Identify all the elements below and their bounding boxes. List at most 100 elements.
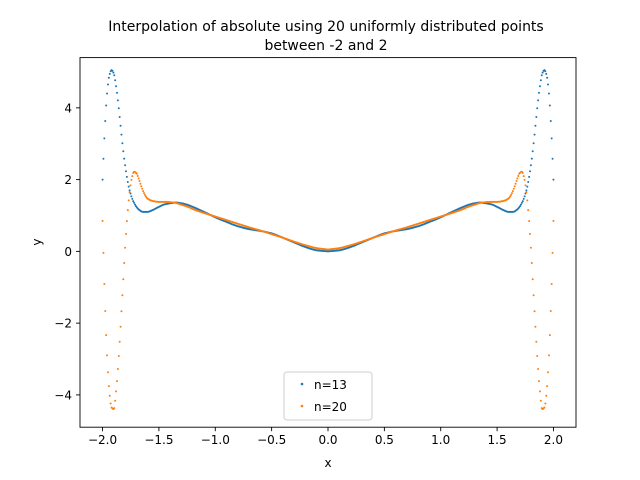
data-point — [121, 142, 124, 145]
data-point — [114, 399, 117, 402]
data-point — [548, 334, 551, 337]
data-point — [516, 177, 519, 180]
data-point — [538, 380, 541, 383]
data-point — [104, 120, 107, 123]
data-point — [125, 220, 128, 223]
data-point — [535, 340, 538, 343]
data-point — [522, 175, 525, 178]
data-point — [532, 294, 535, 297]
x-tick-label: 2.0 — [544, 433, 563, 447]
data-point — [513, 185, 516, 188]
data-point — [124, 246, 127, 249]
data-point — [123, 262, 126, 264]
data-point — [552, 219, 555, 222]
x-tick-label: 0.5 — [375, 433, 394, 447]
chart-title-line1: Interpolation of absolute using 20 unifo… — [108, 19, 543, 35]
data-point — [141, 187, 144, 190]
data-point — [119, 124, 122, 127]
data-point — [126, 209, 129, 212]
data-point — [115, 91, 118, 94]
data-point — [527, 209, 530, 212]
data-point — [520, 201, 523, 204]
data-point — [127, 185, 130, 188]
data-point — [524, 184, 527, 187]
data-point — [116, 99, 119, 102]
data-point — [143, 193, 146, 196]
data-point — [529, 170, 532, 173]
data-point — [122, 278, 125, 281]
data-point — [510, 193, 513, 196]
data-point — [130, 178, 133, 181]
series-n20 — [101, 170, 555, 411]
data-point — [533, 133, 536, 136]
data-point — [125, 175, 128, 178]
x-tick-label: −1.0 — [201, 433, 230, 447]
data-point — [537, 367, 540, 370]
data-point — [550, 137, 553, 140]
data-point — [549, 120, 552, 123]
data-point — [118, 340, 121, 343]
data-point — [549, 310, 552, 312]
x-tick-label: 1.0 — [431, 433, 450, 447]
data-point — [546, 76, 549, 79]
data-point — [122, 150, 125, 153]
data-point — [113, 74, 116, 77]
data-point — [523, 195, 526, 198]
data-point — [550, 283, 553, 286]
data-point — [139, 182, 142, 185]
data-point — [115, 85, 118, 88]
data-point — [533, 310, 536, 313]
data-point — [536, 107, 539, 110]
data-point — [103, 137, 106, 140]
data-point — [525, 191, 528, 194]
data-point — [531, 278, 534, 281]
data-point — [526, 199, 529, 202]
data-point — [545, 394, 548, 397]
data-point — [529, 164, 532, 167]
y-tick-label: −2 — [54, 317, 72, 331]
data-point — [131, 175, 134, 178]
legend-box — [283, 371, 373, 421]
data-point — [115, 380, 118, 383]
data-point — [128, 189, 131, 192]
data-point — [138, 180, 141, 183]
x-tick-label: −1.5 — [144, 433, 173, 447]
data-point — [534, 124, 537, 127]
data-point — [134, 203, 137, 206]
data-point — [106, 83, 109, 86]
data-point — [135, 172, 138, 175]
data-point — [523, 178, 526, 181]
data-point — [101, 219, 104, 222]
data-point — [528, 175, 531, 178]
data-point — [527, 181, 530, 184]
data-point — [112, 71, 115, 74]
data-point — [548, 104, 551, 107]
data-point — [128, 191, 131, 194]
data-point — [522, 197, 525, 200]
data-point — [120, 310, 123, 313]
y-axis-label: y — [30, 238, 44, 245]
data-point — [130, 195, 133, 198]
data-point — [106, 371, 109, 374]
data-point — [108, 72, 111, 75]
legend-label-n13: n=13 — [314, 378, 347, 392]
data-point — [105, 104, 108, 107]
data-point — [136, 175, 139, 177]
data-point — [101, 178, 104, 181]
data-point — [510, 192, 513, 195]
data-point — [511, 190, 514, 193]
data-point — [519, 203, 522, 206]
x-tick-label: 0.0 — [318, 433, 337, 447]
data-point — [106, 354, 109, 357]
data-point — [545, 72, 548, 75]
data-point — [539, 399, 542, 402]
data-point — [117, 355, 120, 357]
data-point — [530, 157, 533, 160]
data-point — [103, 283, 106, 286]
data-point — [544, 70, 547, 73]
chart-title-line2: between -2 and 2 — [264, 38, 387, 54]
x-tick-label: 1.5 — [488, 433, 507, 447]
data-point — [104, 310, 107, 312]
data-point — [116, 367, 119, 370]
